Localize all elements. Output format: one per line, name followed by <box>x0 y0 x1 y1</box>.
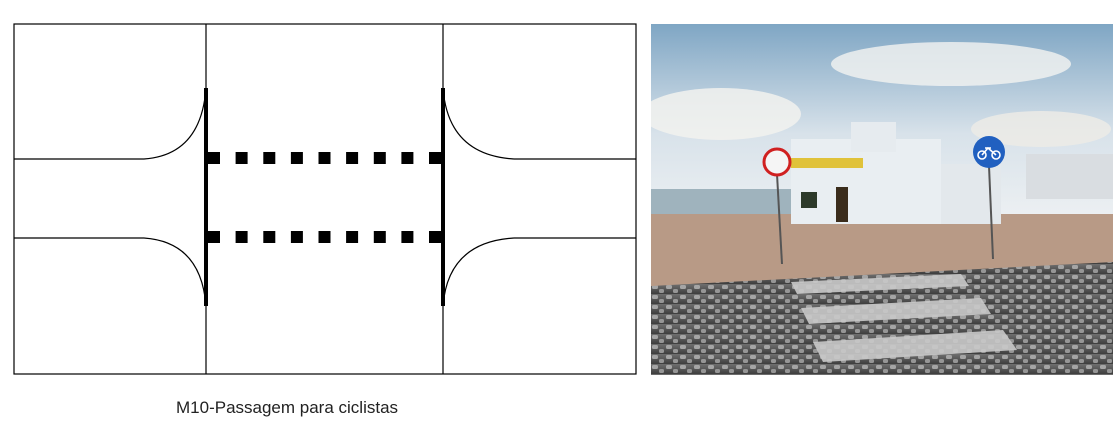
cloud <box>971 111 1111 147</box>
cloud <box>651 88 801 140</box>
crossing-square <box>290 231 303 243</box>
crossing-square <box>429 231 441 243</box>
crossing-square <box>290 152 303 164</box>
window <box>801 192 817 208</box>
road-marking-diagram <box>13 23 637 375</box>
crossing-square <box>263 231 276 243</box>
building-tower <box>851 122 896 152</box>
cycle-path-sign-icon <box>973 136 1005 168</box>
door <box>836 187 848 222</box>
curve-bottom-left <box>143 237 207 307</box>
crossing-square <box>373 231 386 243</box>
sign-pole-left <box>776 173 783 265</box>
curve-top-right <box>442 87 515 160</box>
crossing-square <box>318 231 331 243</box>
crossing-square <box>318 152 331 164</box>
diagram-frame <box>13 23 637 375</box>
cloud <box>831 42 1071 86</box>
building <box>791 139 941 224</box>
curve-top-left <box>143 87 207 160</box>
sign-pole-right <box>988 165 994 260</box>
crossing-square <box>401 231 414 243</box>
crossing-square <box>346 152 359 164</box>
building-far <box>1026 154 1113 199</box>
yellow-trim <box>791 158 863 168</box>
crossing-square <box>429 152 441 164</box>
crossing-square <box>235 231 248 243</box>
crossing-square <box>263 152 276 164</box>
crossing-square <box>208 152 220 164</box>
figure-caption: M10-Passagem para ciclistas <box>176 398 399 417</box>
crossing-square <box>235 152 248 164</box>
crossing-markings <box>208 152 441 243</box>
crossing-square <box>346 231 359 243</box>
prohibition-sign-icon <box>762 147 792 177</box>
crossing-square <box>401 152 414 164</box>
crossing-square <box>208 231 220 243</box>
street-photo <box>651 24 1113 375</box>
curve-bottom-right <box>442 237 515 307</box>
crossing-square <box>373 152 386 164</box>
crosswalk <box>791 274 1017 362</box>
